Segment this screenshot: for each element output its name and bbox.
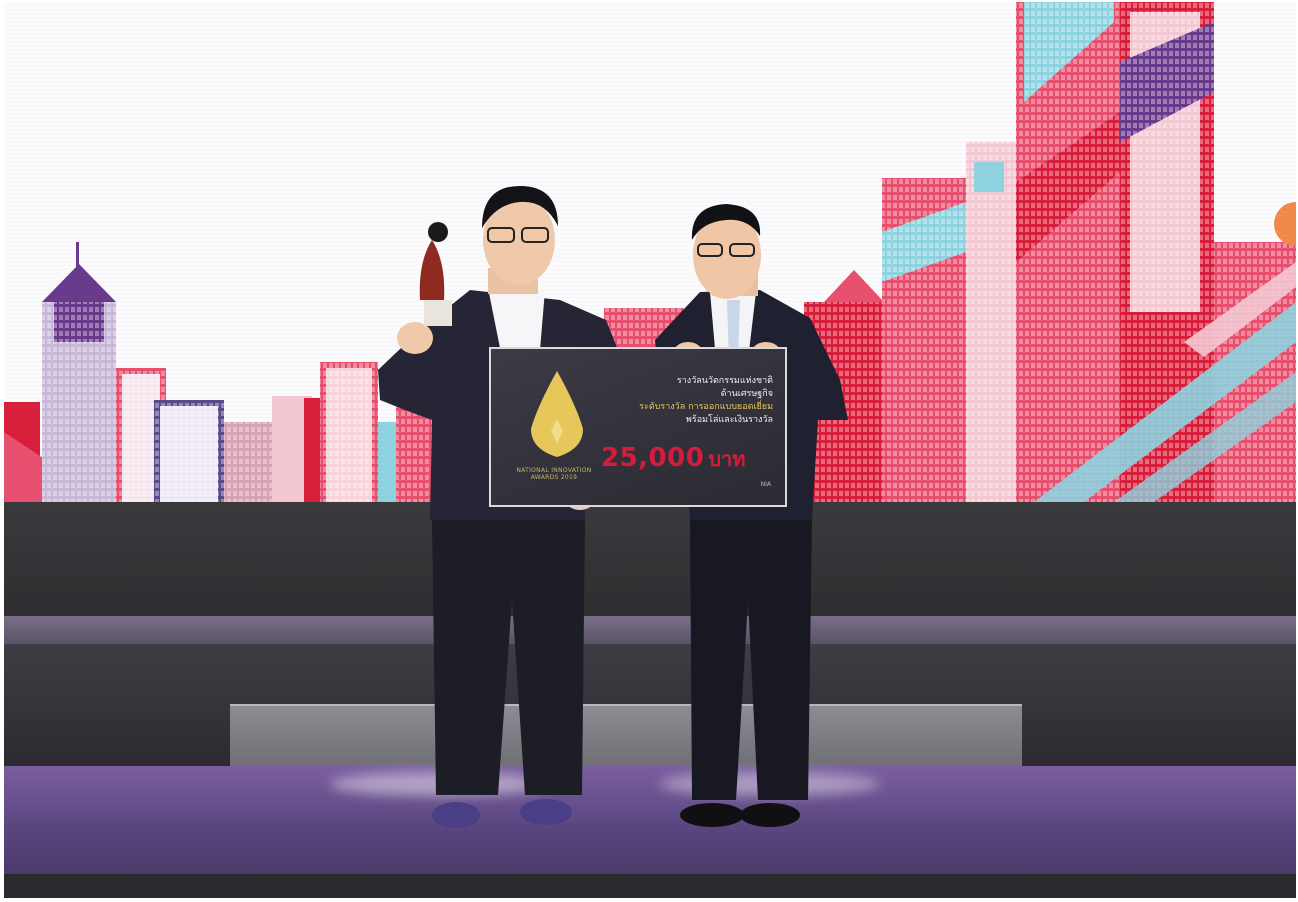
check-amount-unit: บาท xyxy=(708,447,746,471)
man-left-with-trophy xyxy=(378,186,618,828)
stage-back-wall xyxy=(4,502,1296,620)
award-logo-caption: NATIONAL INNOVATION AWARDS 2019 xyxy=(516,467,592,481)
award-flame-logo-icon xyxy=(531,371,583,457)
check-line-4: พร้อมโล่และเงินรางวัล xyxy=(685,415,773,425)
check-line-2: ด้านเศรษฐกิจ xyxy=(720,389,773,399)
check-sponsor-logos: NIA xyxy=(760,481,771,488)
check-line-3: ระดับรางวัล การออกแบบยอดเยี่ยม xyxy=(639,402,773,412)
stage-front-edge xyxy=(4,874,1296,898)
check-amount: 25,000 บาท xyxy=(601,443,761,475)
trophy-icon xyxy=(419,222,452,326)
stage-riser-block xyxy=(230,704,1022,778)
prize-check-board: NATIONAL INNOVATION AWARDS 2019 รางวัลนว… xyxy=(489,347,787,507)
man-right-holding-check xyxy=(655,204,848,827)
check-line-1: รางวัลนวัตกรรมแห่งชาติ xyxy=(676,376,773,386)
check-amount-number: 25,000 xyxy=(601,443,705,473)
led-backdrop-screen xyxy=(4,2,1296,502)
stage-step-edge xyxy=(4,616,1296,644)
check-text-block: รางวัลนวัตกรรมแห่งชาติ ด้านเศรษฐกิจ ระดั… xyxy=(603,375,773,427)
stage-floor xyxy=(4,766,1296,874)
